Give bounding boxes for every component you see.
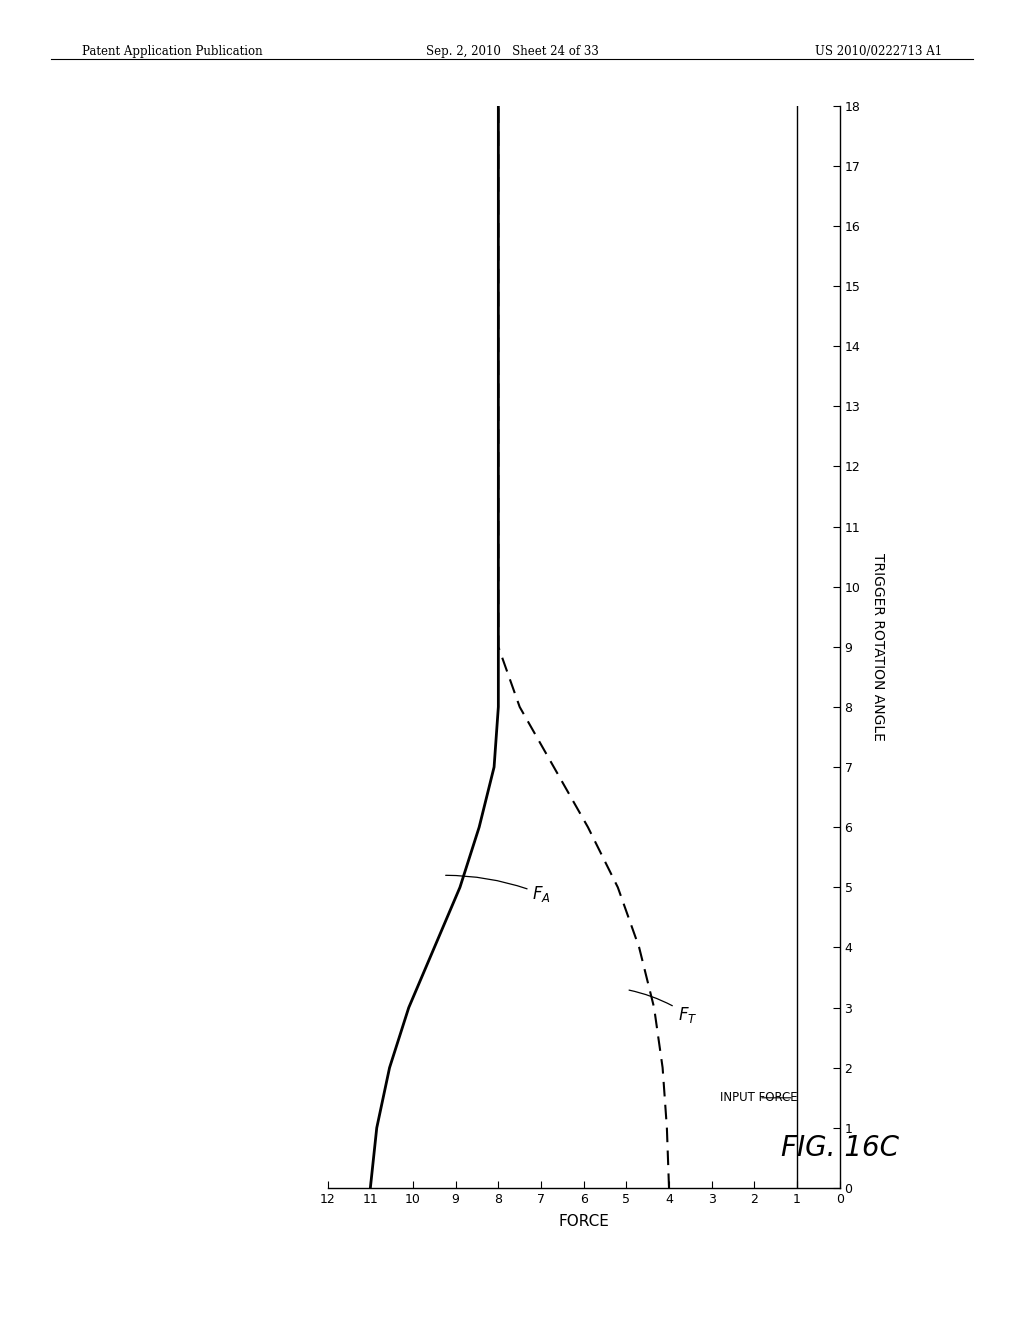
Text: US 2010/0222713 A1: US 2010/0222713 A1	[815, 45, 942, 58]
Y-axis label: TRIGGER ROTATION ANGLE: TRIGGER ROTATION ANGLE	[871, 553, 886, 741]
Text: Patent Application Publication: Patent Application Publication	[82, 45, 262, 58]
X-axis label: FORCE: FORCE	[558, 1214, 609, 1229]
Text: INPUT FORCE: INPUT FORCE	[720, 1092, 798, 1105]
Text: Sep. 2, 2010   Sheet 24 of 33: Sep. 2, 2010 Sheet 24 of 33	[426, 45, 598, 58]
Text: $\mathit{F}_A$: $\mathit{F}_A$	[445, 875, 551, 904]
Text: FIG. 16C: FIG. 16C	[780, 1134, 899, 1163]
Text: $\mathit{F}_T$: $\mathit{F}_T$	[629, 990, 697, 1024]
